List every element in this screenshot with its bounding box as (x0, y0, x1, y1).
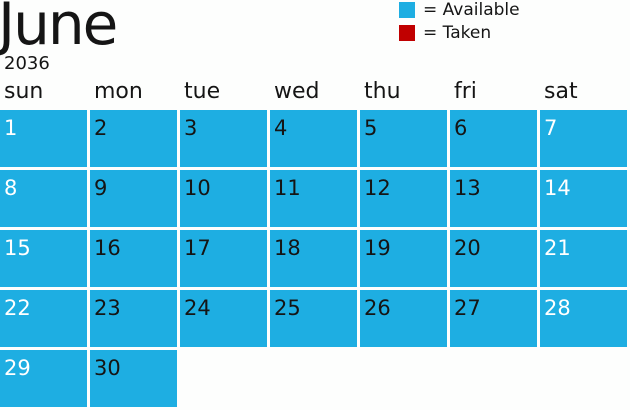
weekday-mon: mon (94, 79, 143, 104)
day-cell[interactable]: 22 (0, 290, 87, 347)
day-cell[interactable]: 5 (360, 110, 447, 167)
day-cell[interactable]: 9 (90, 170, 177, 227)
weekday-thu: thu (364, 79, 401, 104)
day-cell[interactable]: 19 (360, 230, 447, 287)
day-cell[interactable]: 3 (180, 110, 267, 167)
day-cell[interactable]: 8 (0, 170, 87, 227)
weekday-fri: fri (454, 79, 477, 104)
day-cell[interactable]: 28 (540, 290, 627, 347)
available-swatch (399, 2, 415, 18)
weekday-sat: sat (544, 79, 578, 104)
day-cell[interactable]: 6 (450, 110, 537, 167)
day-cell[interactable]: 21 (540, 230, 627, 287)
legend-label: = Taken (423, 23, 492, 43)
day-cell[interactable]: 2 (90, 110, 177, 167)
weekday-sun: sun (4, 79, 44, 104)
day-cell[interactable]: 10 (180, 170, 267, 227)
day-cell[interactable]: 16 (90, 230, 177, 287)
day-cell[interactable]: 23 (90, 290, 177, 347)
day-cell[interactable]: 25 (270, 290, 357, 347)
month-title: June (0, 0, 118, 58)
day-cell[interactable]: 14 (540, 170, 627, 227)
day-cell[interactable]: 12 (360, 170, 447, 227)
day-cell[interactable]: 7 (540, 110, 627, 167)
taken-swatch (399, 25, 415, 41)
day-cell[interactable]: 30 (90, 350, 177, 407)
day-cell[interactable]: 26 (360, 290, 447, 347)
weekday-wed: wed (274, 79, 320, 104)
day-cell[interactable]: 11 (270, 170, 357, 227)
day-cell[interactable]: 13 (450, 170, 537, 227)
day-cell[interactable]: 1 (0, 110, 87, 167)
weekday-tue: tue (184, 79, 221, 104)
day-cell[interactable]: 15 (0, 230, 87, 287)
day-cell[interactable]: 18 (270, 230, 357, 287)
day-cell[interactable]: 17 (180, 230, 267, 287)
legend-label: = Available (423, 0, 520, 20)
legend-available: = Available (399, 0, 520, 20)
legend-taken: = Taken (399, 23, 491, 43)
day-cell[interactable]: 20 (450, 230, 537, 287)
day-cell[interactable]: 27 (450, 290, 537, 347)
year-label: 2036 (4, 53, 50, 74)
day-cell[interactable]: 4 (270, 110, 357, 167)
day-cell[interactable]: 24 (180, 290, 267, 347)
day-cell[interactable]: 29 (0, 350, 87, 407)
